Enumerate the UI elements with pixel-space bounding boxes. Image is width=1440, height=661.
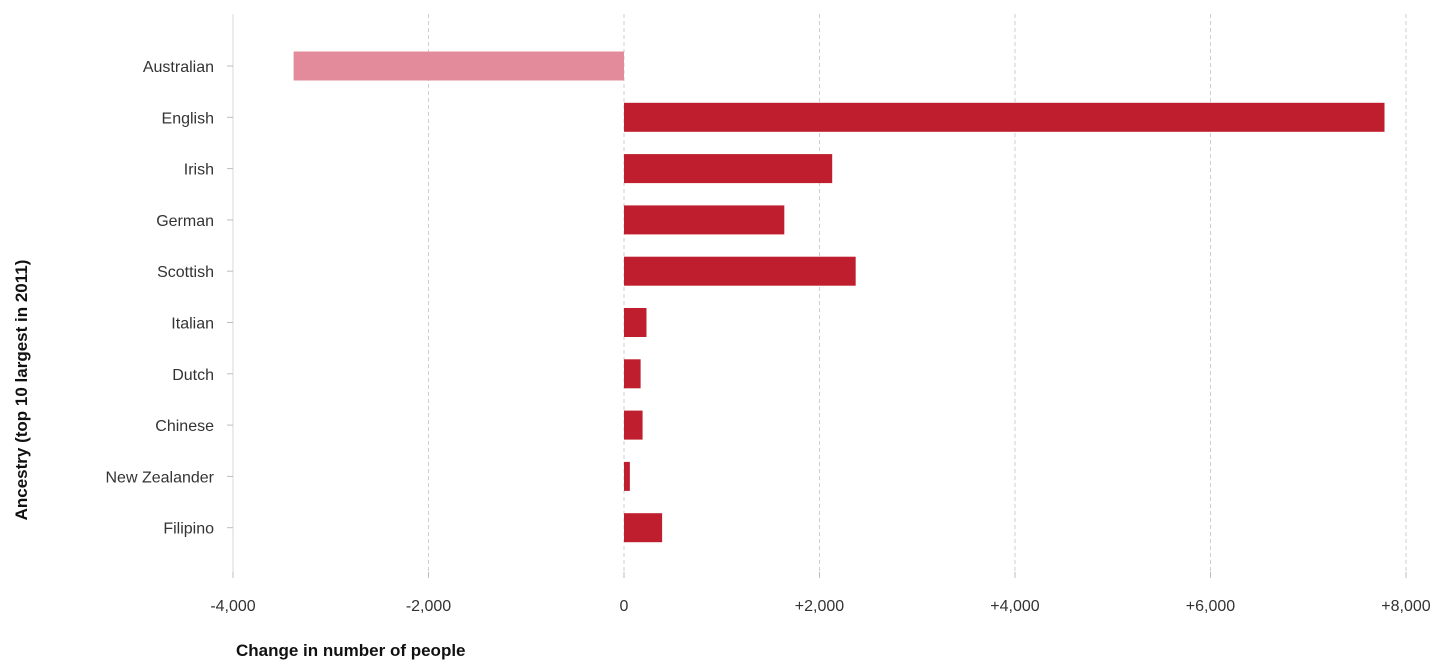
category-label: Irish xyxy=(184,162,214,179)
bar xyxy=(624,154,833,184)
bar xyxy=(624,102,1385,132)
category-label: English xyxy=(162,110,214,127)
category-label: Chinese xyxy=(155,418,214,435)
x-tick-label: -4,000 xyxy=(210,598,255,615)
x-tick-label: -2,000 xyxy=(406,598,451,615)
category-label: Australian xyxy=(143,59,214,76)
bar xyxy=(624,359,641,389)
x-tick-label: +2,000 xyxy=(795,598,844,615)
category-label: German xyxy=(156,213,214,230)
bar xyxy=(624,256,856,286)
bar xyxy=(624,513,663,543)
grid-lines xyxy=(428,14,1407,572)
category-label: Filipino xyxy=(163,521,214,538)
bar xyxy=(624,205,785,235)
category-label: Scottish xyxy=(157,264,214,281)
category-label: Italian xyxy=(171,316,214,333)
x-tick-label: +6,000 xyxy=(1186,598,1235,615)
bar xyxy=(624,410,643,440)
bar xyxy=(624,308,647,337)
y-axis-title: Ancestry (top 10 largest in 2011) xyxy=(12,260,31,521)
x-tick-label: +4,000 xyxy=(990,598,1039,615)
x-tick-label: 0 xyxy=(620,598,629,615)
category-label: New Zealander xyxy=(106,469,215,486)
bar xyxy=(293,51,624,81)
category-labels: Australian English Irish German Scottish Ital… xyxy=(106,59,215,538)
category-label: Dutch xyxy=(172,367,214,384)
bars xyxy=(293,51,1385,543)
axes xyxy=(227,14,1407,578)
x-axis-title: Change in number of people xyxy=(236,641,466,660)
x-tick-labels: -4,000 -2,000 0 +2,000 +4,000 +6,000 +8,000 xyxy=(210,598,1430,615)
bar xyxy=(624,461,630,491)
x-tick-label: +8,000 xyxy=(1381,598,1430,615)
